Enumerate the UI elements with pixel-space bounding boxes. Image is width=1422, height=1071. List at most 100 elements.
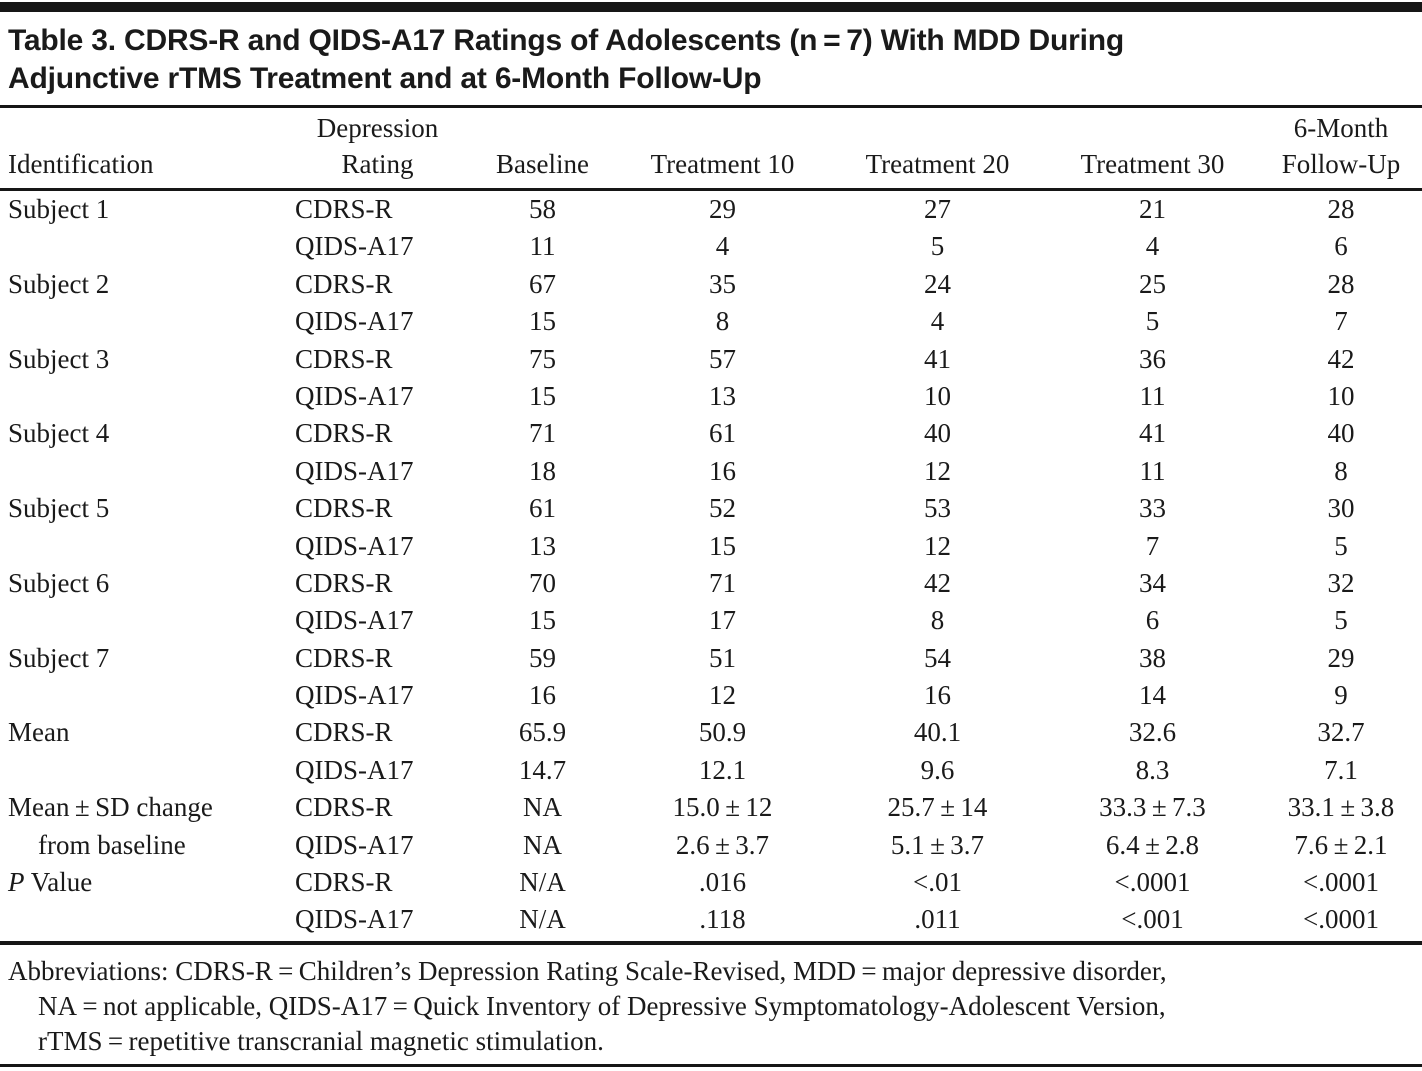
cell-rating: QIDS-A17 [295,530,414,561]
cell-t20: 41 [924,343,951,374]
cell-fu: 32 [1327,567,1355,598]
cell-id [0,528,285,565]
cell-id: from baseline [38,829,186,860]
cell-baseline: 61 [529,493,556,524]
cell-rating: QIDS-A17 [295,231,414,262]
cell-fu: 28 [1327,194,1355,224]
cell-id: Subject 6 [8,567,110,598]
cell-fu: 9 [1334,680,1348,711]
cell-rating: CDRS-R [295,194,393,224]
cell-t30: 6.4 ± 2.8 [1105,829,1200,860]
cell-t30: 5 [1145,306,1160,337]
table-header-row: Identification Depression Rating Baselin… [0,108,1422,188]
cell-t20: 54 [924,642,951,673]
cell-baseline: 16 [529,680,556,711]
cell-t10: 12 [709,680,736,711]
cell-t30: 32.6 [1128,717,1177,748]
cell-baseline: NA [523,792,562,823]
cell-fu: 40 [1327,418,1355,449]
cell-fu: 32.7 [1317,717,1365,748]
cell-fu: 5 [1334,530,1348,561]
cell-id [0,378,285,415]
cell-baseline: 13 [529,530,556,561]
cell-baseline: 58 [529,194,556,224]
cell-t30: 11 [1139,380,1166,411]
cell-baseline: 71 [529,418,556,449]
cell-rating: QIDS-A17 [295,680,414,711]
cell-id [0,453,285,490]
cell-rating: CDRS-R [295,642,393,673]
cell-t30: 25 [1139,268,1166,299]
cell-t20: 8 [930,605,945,636]
cell-t30: 34 [1139,567,1166,598]
cell-fu: 7.1 [1324,754,1358,785]
cell-t20: 5.1 ± 3.7 [890,829,985,860]
cell-t30: 8.3 [1135,754,1170,785]
table-title-line-2: Adjunctive rTMS Treatment and at 6-Month… [8,62,762,95]
cell-t30: 33.3 ± 7.3 [1099,792,1206,823]
cell-t30: 41 [1139,418,1166,449]
cell-baseline: 67 [529,268,556,299]
title-separator-rule [0,105,1422,108]
cell-t10: 15.0 ± 12 [672,792,773,823]
column-header-identification: Identification [8,149,154,179]
cell-id [0,602,285,639]
cell-t10: 57 [709,343,736,374]
cell-baseline: 59 [529,642,556,673]
cell-t10: 52 [709,493,736,524]
cell-id [0,752,285,789]
cell-rating: CDRS-R [295,418,393,449]
cell-id: Subject 1 [8,194,110,224]
column-header-depression-rating: Depression Rating [316,113,439,179]
cell-t20: 5 [930,231,945,262]
cell-t20: 16 [924,680,951,711]
cell-rating: QIDS-A17 [295,829,414,860]
column-header-treatment-20: Treatment 20 [865,149,1010,179]
cell-t30: 11 [1139,455,1166,486]
cell-id: Subject 2 [8,268,110,299]
cell-rating: QIDS-A17 [295,605,414,636]
footnote-line: rTMS = repetitive transcranial magnetic … [38,1025,604,1056]
cell-id: Subject 7 [8,642,110,673]
cell-fu: 10 [1327,380,1355,411]
cell-t10: 51 [709,642,736,673]
cell-rating: CDRS-R [295,717,393,748]
cell-fu: 7 [1334,306,1348,337]
cell-rating: CDRS-R [295,867,393,898]
cell-id [0,303,285,340]
cell-id [0,901,285,938]
cell-baseline: 15 [529,380,556,411]
cell-baseline: N/A [519,867,566,898]
cell-baseline: NA [523,829,562,860]
cell-baseline: 15 [529,306,556,337]
cell-t30: 6 [1145,605,1160,636]
cell-id: Subject 4 [8,418,110,449]
cell-baseline: 18 [529,455,556,486]
cell-t10: 15 [709,530,736,561]
cell-t10: .118 [699,904,746,935]
italic-p-label: P [8,867,25,898]
table-title: Table 3. CDRS-R and QIDS-A17 Ratings of … [0,12,1422,98]
cell-t10: 8 [715,306,730,337]
cell-rating: CDRS-R [295,343,393,374]
column-header-baseline: Baseline [496,149,589,179]
top-border-rule [0,2,1422,12]
cell-t10: 61 [709,418,736,449]
cell-t20: <.01 [913,867,962,898]
cell-t30: 7 [1145,530,1160,561]
cell-rating: CDRS-R [295,567,393,598]
cell-t30: 33 [1139,493,1166,524]
cell-t20: 12 [924,530,951,561]
cell-t20: 40 [924,418,951,449]
cell-t20: 25.7 ± 14 [887,792,988,823]
cell-t20: 10 [924,380,951,411]
cell-t30: 4 [1145,231,1160,262]
cell-t10: 12.1 [698,754,747,785]
cell-rating: CDRS-R [295,493,393,524]
header-separator-rule [0,188,1422,191]
cell-t20: 12 [924,455,951,486]
cell-t20: 9.6 [920,754,955,785]
cell-rating: CDRS-R [295,792,393,823]
cell-t20: 24 [924,268,951,299]
